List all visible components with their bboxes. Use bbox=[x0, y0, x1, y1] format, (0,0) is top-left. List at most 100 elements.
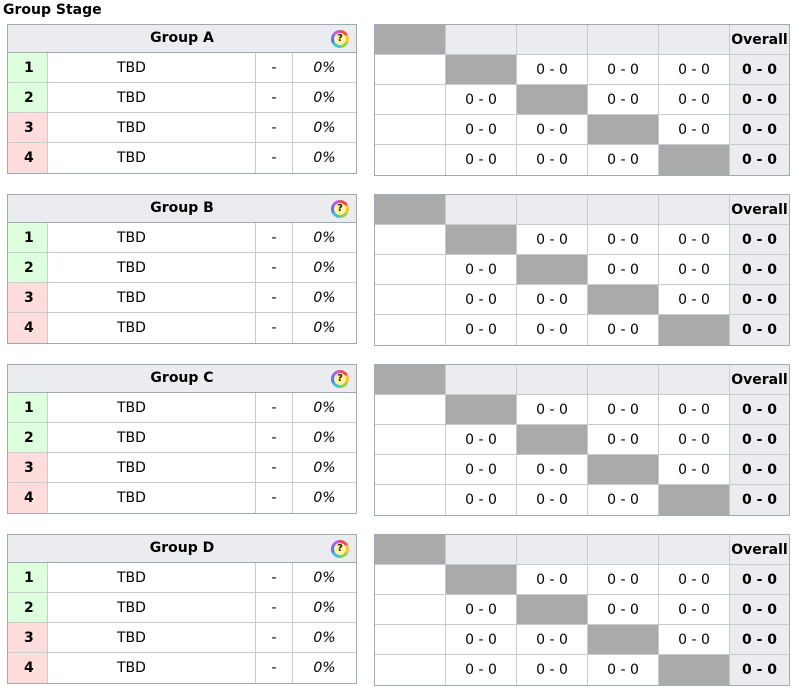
group-block: Group B? 1 TBD -0% 2 TBD -0% 3 TBD -0% 4 TBD -0% Over… bbox=[0, 194, 801, 349]
match-score-cell: 0 - 0 bbox=[659, 625, 730, 655]
match-score-cell: 0 - 0 bbox=[588, 85, 659, 115]
match-score-cell: 0 - 0 bbox=[517, 285, 588, 315]
overall-score-cell: 0 - 0 bbox=[730, 225, 789, 255]
standings-header: Group C? bbox=[8, 365, 356, 393]
match-score-cell: 0 - 0 bbox=[517, 225, 588, 255]
match-record: - bbox=[256, 113, 293, 143]
standings-row: 3 TBD -0% bbox=[8, 453, 356, 483]
group-title: Group B bbox=[150, 200, 214, 216]
match-score-cell: 0 - 0 bbox=[659, 255, 730, 285]
match-record: - bbox=[256, 53, 293, 83]
match-record: - bbox=[256, 283, 293, 313]
crosstable-header-cell bbox=[659, 535, 730, 565]
match-score-cell: 0 - 0 bbox=[659, 225, 730, 255]
standings-table: Group B? 1 TBD -0% 2 TBD -0% 3 TBD -0% 4 TBD -0% bbox=[7, 194, 357, 344]
standings-row: 1 TBD -0% bbox=[8, 53, 356, 83]
match-score-cell: 0 - 0 bbox=[659, 85, 730, 115]
crosstable-row-label bbox=[375, 315, 446, 345]
crosstable-header-cell bbox=[517, 25, 588, 55]
standings-row: 2 TBD -0% bbox=[8, 593, 356, 623]
match-score-cell: 0 - 0 bbox=[588, 315, 659, 345]
match-score-cell: 0 - 0 bbox=[446, 315, 517, 345]
win-percentage: 0% bbox=[313, 490, 336, 506]
crosstable-row-label bbox=[375, 225, 446, 255]
overall-score-cell: 0 - 0 bbox=[730, 655, 789, 685]
group-title: Group C bbox=[150, 370, 214, 386]
crosstable-row-label bbox=[375, 485, 446, 515]
team-name: TBD bbox=[48, 393, 256, 423]
match-record: - bbox=[256, 143, 293, 173]
help-icon[interactable]: ? bbox=[331, 370, 349, 388]
match-record: - bbox=[256, 83, 293, 113]
match-score-cell: 0 - 0 bbox=[588, 595, 659, 625]
match-score-cell: 0 - 0 bbox=[588, 145, 659, 175]
crosstable-row-label bbox=[375, 565, 446, 595]
overall-score-cell: 0 - 0 bbox=[730, 425, 789, 455]
overall-score-cell: 0 - 0 bbox=[730, 255, 789, 285]
team-name: TBD bbox=[48, 623, 256, 653]
help-icon[interactable]: ? bbox=[331, 540, 349, 558]
crosstable-header-cell bbox=[588, 365, 659, 395]
overall-score-cell: 0 - 0 bbox=[730, 455, 789, 485]
team-name: TBD bbox=[48, 593, 256, 623]
overall-score-cell: 0 - 0 bbox=[730, 315, 789, 345]
self-match-cell bbox=[446, 565, 517, 595]
win-percentage: 0% bbox=[313, 150, 336, 166]
match-score-cell: 0 - 0 bbox=[446, 255, 517, 285]
team-name: TBD bbox=[48, 83, 256, 113]
match-score-cell: 0 - 0 bbox=[588, 565, 659, 595]
team-name: TBD bbox=[48, 453, 256, 483]
help-icon-glyph: ? bbox=[334, 543, 346, 555]
team-name: TBD bbox=[48, 53, 256, 83]
rank-cell: 4 bbox=[8, 313, 48, 343]
crosstable-corner bbox=[375, 365, 446, 395]
match-score-cell: 0 - 0 bbox=[588, 225, 659, 255]
match-record: - bbox=[256, 593, 293, 623]
standings-row: 1 TBD -0% bbox=[8, 563, 356, 593]
team-name: TBD bbox=[48, 313, 256, 343]
match-score-cell: 0 - 0 bbox=[659, 395, 730, 425]
self-match-cell bbox=[659, 655, 730, 685]
crosstable-row-label bbox=[375, 145, 446, 175]
standings-row: 4 TBD - 0% bbox=[8, 483, 356, 513]
group-block: Group C? 1 TBD -0% 2 TBD -0% 3 TBD -0% 4 TBD -0% Over… bbox=[0, 364, 801, 519]
crosstable-row-label bbox=[375, 425, 446, 455]
standings-row: 3 TBD -0% bbox=[8, 113, 356, 143]
help-icon[interactable]: ? bbox=[331, 200, 349, 218]
standings-table: Group A? 1 TBD -0% 2 TBD -0% 3 TBD -0% 4 TBD -0% bbox=[7, 24, 357, 174]
crosstable-header-cell bbox=[517, 195, 588, 225]
team-name: TBD bbox=[48, 113, 256, 143]
match-score-cell: 0 - 0 bbox=[517, 55, 588, 85]
self-match-cell bbox=[446, 225, 517, 255]
crosstable-row-label bbox=[375, 115, 446, 145]
crosstable-row-label bbox=[375, 55, 446, 85]
standings-table: Group D? 1 TBD -0% 2 TBD -0% 3 TBD -0% 4 TBD -0% bbox=[7, 534, 357, 684]
self-match-cell bbox=[446, 55, 517, 85]
crosstable-header-cell bbox=[659, 365, 730, 395]
win-percentage: 0% bbox=[313, 660, 336, 676]
standings-row: 2 TBD -0% bbox=[8, 83, 356, 113]
win-percentage: 0% bbox=[313, 320, 336, 336]
match-score-cell: 0 - 0 bbox=[517, 655, 588, 685]
team-name: TBD bbox=[48, 483, 256, 513]
group-title: Group D bbox=[149, 540, 215, 556]
help-icon[interactable]: ? bbox=[331, 30, 349, 48]
match-score-cell: 0 - 0 bbox=[588, 425, 659, 455]
overall-header: Overall bbox=[730, 25, 789, 55]
match-score-cell: 0 - 0 bbox=[588, 55, 659, 85]
overall-score-cell: 0 - 0 bbox=[730, 85, 789, 115]
standings-header: Group A? bbox=[8, 25, 356, 53]
match-score-cell: 0 - 0 bbox=[588, 485, 659, 515]
team-name: TBD bbox=[48, 563, 256, 593]
self-match-cell bbox=[517, 255, 588, 285]
rank-cell: 3 bbox=[8, 453, 48, 483]
match-record: - bbox=[256, 453, 293, 483]
match-record: - bbox=[256, 653, 293, 683]
win-percentage: 0% bbox=[293, 393, 356, 423]
match-record: - bbox=[256, 313, 293, 343]
match-score-cell: 0 - 0 bbox=[517, 115, 588, 145]
overall-score-cell: 0 - 0 bbox=[730, 485, 789, 515]
